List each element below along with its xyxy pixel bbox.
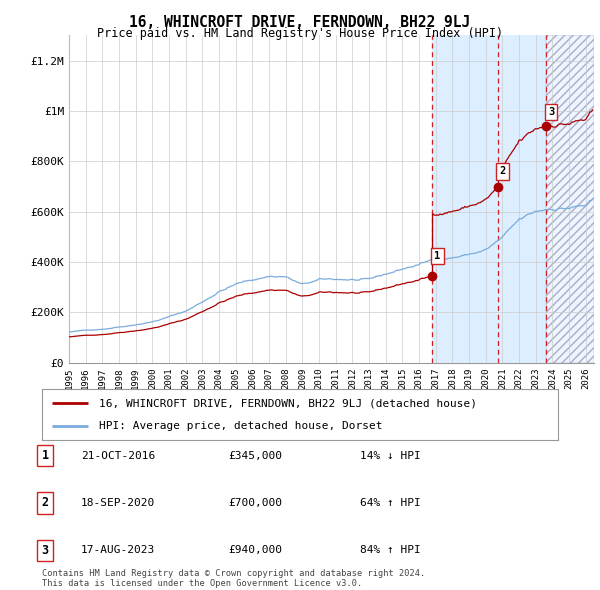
Text: 3: 3 [41,543,49,557]
Text: HPI: Average price, detached house, Dorset: HPI: Average price, detached house, Dors… [99,421,382,431]
Bar [546,35,594,363]
Text: £940,000: £940,000 [228,545,282,555]
Text: 14% ↓ HPI: 14% ↓ HPI [360,451,421,461]
Text: 1: 1 [434,251,440,261]
Text: 21-OCT-2016: 21-OCT-2016 [81,451,155,461]
Text: 17-AUG-2023: 17-AUG-2023 [81,545,155,555]
Text: 64% ↑ HPI: 64% ↑ HPI [360,498,421,508]
Text: 16, WHINCROFT DRIVE, FERNDOWN, BH22 9LJ: 16, WHINCROFT DRIVE, FERNDOWN, BH22 9LJ [130,15,470,30]
Bar [546,35,594,363]
Bar [433,35,546,363]
Text: 2: 2 [500,166,506,176]
Text: 16, WHINCROFT DRIVE, FERNDOWN, BH22 9LJ (detached house): 16, WHINCROFT DRIVE, FERNDOWN, BH22 9LJ … [99,398,477,408]
Text: 3: 3 [548,107,554,117]
Text: 18-SEP-2020: 18-SEP-2020 [81,498,155,508]
Text: 84% ↑ HPI: 84% ↑ HPI [360,545,421,555]
Text: Price paid vs. HM Land Registry's House Price Index (HPI): Price paid vs. HM Land Registry's House … [97,27,503,40]
Text: Contains HM Land Registry data © Crown copyright and database right 2024.
This d: Contains HM Land Registry data © Crown c… [42,569,425,588]
Text: 1: 1 [41,449,49,463]
Text: 2: 2 [41,496,49,510]
Text: £345,000: £345,000 [228,451,282,461]
Text: £700,000: £700,000 [228,498,282,508]
